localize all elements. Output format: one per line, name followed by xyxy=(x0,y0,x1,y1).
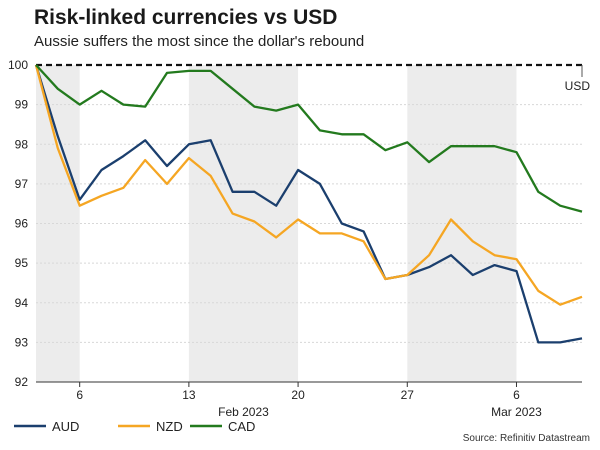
series-line-cad xyxy=(35,64,583,213)
y-tick-label-98: 98 xyxy=(15,137,29,151)
gridlines xyxy=(36,104,582,343)
series-line-nzd xyxy=(34,64,583,306)
series-line-aud xyxy=(34,64,583,344)
y-tick-label-100: 100 xyxy=(8,58,28,72)
week-band-1 xyxy=(188,65,299,382)
x-tick-label-3: 27 xyxy=(401,388,415,402)
legend: AUD NZD CAD xyxy=(14,419,255,434)
y-tick-label-95: 95 xyxy=(15,256,29,270)
y-axis-ticks: 92 93 94 95 96 97 98 99 100 xyxy=(8,58,28,389)
x-tick-label-0: 6 xyxy=(76,388,83,402)
y-tick-label-94: 94 xyxy=(15,296,29,310)
legend-label-nzd: NZD xyxy=(156,419,183,434)
legend-label-aud: AUD xyxy=(52,419,79,434)
y-tick-label-99: 99 xyxy=(15,98,29,112)
y-tick-label-96: 96 xyxy=(15,217,29,231)
x-tick-label-1: 13 xyxy=(182,388,196,402)
y-tick-label-92: 92 xyxy=(15,375,29,389)
x-month-label-1: Mar 2023 xyxy=(491,405,542,419)
y-tick-label-93: 93 xyxy=(15,335,29,349)
chart-title: Risk-linked currencies vs USD xyxy=(34,6,338,29)
usd-reference-label: USD xyxy=(565,79,591,93)
x-month-label-0: Feb 2023 xyxy=(218,405,269,419)
series-lines xyxy=(34,64,583,344)
legend-label-cad: CAD xyxy=(228,419,255,434)
x-axis: 6 13 20 27 6 Feb 2023 Mar 2023 xyxy=(36,381,582,419)
x-tick-label-2: 20 xyxy=(291,388,305,402)
x-tick-label-4: 6 xyxy=(513,388,520,402)
usd-reference: USD xyxy=(36,63,591,93)
chart-subtitle: Aussie suffers the most since the dollar… xyxy=(34,33,365,50)
source-note: Source: Refinitiv Datastream xyxy=(462,433,590,444)
y-tick-label-97: 97 xyxy=(15,177,29,191)
